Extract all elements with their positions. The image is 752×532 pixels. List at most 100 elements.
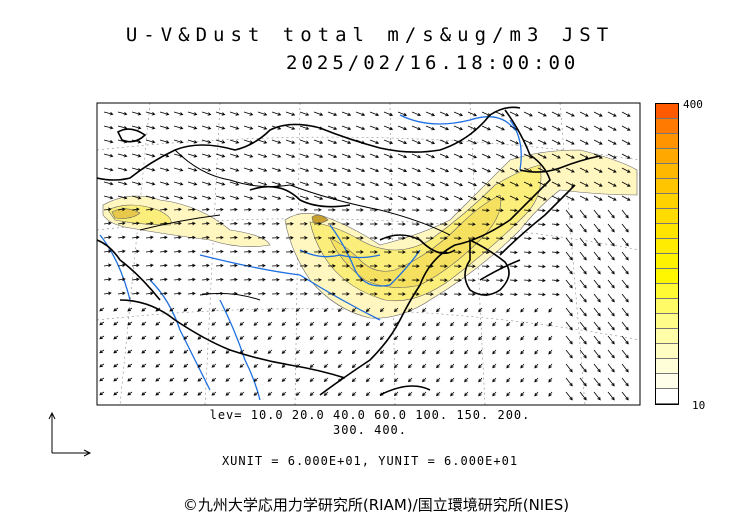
wind-arrow bbox=[621, 167, 631, 173]
wind-arrow bbox=[506, 377, 511, 383]
wind-arrow bbox=[253, 335, 259, 340]
wind-arrow bbox=[379, 321, 385, 327]
wind-arrow bbox=[481, 222, 490, 227]
wind-arrow bbox=[243, 235, 252, 240]
wind-arrow bbox=[313, 250, 322, 254]
wind-arrow bbox=[257, 111, 268, 116]
wind-arrow bbox=[103, 111, 114, 116]
wind-arrow bbox=[285, 264, 294, 268]
wind-arrow bbox=[397, 139, 408, 145]
wind-arrow bbox=[537, 208, 546, 213]
wind-arrow bbox=[169, 307, 175, 312]
wind-arrow bbox=[173, 125, 184, 130]
wind-arrow bbox=[127, 335, 133, 340]
wind-arrow bbox=[187, 207, 196, 212]
wind-arrow bbox=[453, 292, 462, 296]
wind-arrow bbox=[621, 363, 629, 373]
wind-arrow bbox=[397, 167, 408, 173]
wind-arrow bbox=[537, 236, 546, 241]
wind-arrow bbox=[439, 111, 450, 117]
wind-arrow bbox=[607, 265, 615, 275]
wind-arrow bbox=[187, 139, 198, 144]
wind-arrow bbox=[439, 236, 448, 240]
wind-arrow bbox=[337, 349, 343, 355]
wind-arrow bbox=[309, 377, 315, 382]
wind-arrow bbox=[467, 292, 476, 297]
wind-arrow bbox=[607, 349, 615, 359]
wind-arrow bbox=[141, 377, 147, 382]
coastlines bbox=[97, 106, 601, 396]
wind-arrow bbox=[299, 222, 308, 226]
wind-arrow bbox=[267, 363, 273, 368]
wind-arrow bbox=[141, 321, 147, 326]
wind-arrow bbox=[281, 363, 287, 368]
wind-arrow bbox=[197, 363, 203, 368]
wind-arrow bbox=[187, 291, 196, 296]
wind-arrow bbox=[621, 223, 629, 233]
wind-arrow bbox=[397, 222, 406, 226]
wind-arrow bbox=[215, 207, 224, 212]
wind-arrow bbox=[551, 264, 560, 269]
wind-arrow bbox=[593, 139, 603, 145]
wind-arrow bbox=[159, 167, 170, 172]
wind-arrow bbox=[565, 153, 575, 159]
wind-arrow bbox=[281, 307, 287, 312]
wind-arrow bbox=[155, 391, 161, 396]
wind-arrow bbox=[113, 377, 119, 382]
wind-arrow bbox=[579, 237, 587, 247]
wind-arrow bbox=[351, 307, 357, 313]
wind-arrow bbox=[341, 139, 352, 144]
wind-arrow bbox=[229, 153, 240, 158]
wind-arrow bbox=[103, 291, 112, 296]
wind-arrow bbox=[495, 181, 505, 187]
wind-arrow bbox=[551, 250, 560, 255]
wind-arrow bbox=[145, 167, 156, 172]
wind-arrow bbox=[141, 307, 147, 312]
wind-arrow bbox=[159, 235, 168, 240]
wind-arrow bbox=[607, 293, 615, 303]
wind-arrow bbox=[495, 139, 505, 145]
wind-arrow bbox=[411, 139, 422, 145]
wind-arrow bbox=[337, 377, 343, 383]
wind-arrow bbox=[548, 363, 553, 369]
wind-arrow bbox=[187, 167, 198, 172]
wind-arrow bbox=[183, 321, 189, 326]
wind-arrow bbox=[593, 125, 603, 131]
wind-arrow bbox=[103, 181, 114, 186]
wind-arrow bbox=[113, 349, 119, 354]
wind-arrow bbox=[309, 335, 315, 340]
wind-arrow bbox=[131, 195, 142, 200]
wind-arrow bbox=[215, 181, 226, 186]
wind-arrow bbox=[351, 335, 357, 341]
wind-arrow bbox=[355, 278, 364, 282]
wind-arrow bbox=[243, 125, 254, 130]
wind-arrow bbox=[113, 335, 119, 340]
wind-arrow bbox=[436, 363, 441, 369]
wind-arrow bbox=[155, 363, 161, 368]
wind-arrow bbox=[243, 195, 254, 200]
wind-arrow bbox=[211, 307, 217, 312]
wind-arrow bbox=[355, 181, 366, 187]
wind-arrow bbox=[534, 377, 539, 383]
wind-arrow bbox=[225, 321, 231, 326]
wind-arrow bbox=[579, 195, 589, 201]
colorbar-swatch bbox=[656, 329, 678, 344]
wind-arrow bbox=[271, 235, 280, 240]
wind-arrow bbox=[299, 236, 308, 240]
wind-arrow bbox=[593, 363, 601, 373]
wind-arrow bbox=[607, 279, 615, 289]
wind-arrow bbox=[370, 278, 378, 282]
wind-arrow bbox=[355, 125, 366, 131]
wind-arrow bbox=[271, 153, 282, 158]
wind-arrow bbox=[509, 250, 518, 255]
wind-arrow bbox=[411, 208, 420, 212]
wind-arrow bbox=[422, 363, 427, 369]
wind-arrow bbox=[145, 263, 154, 268]
concentration-colorbar bbox=[655, 103, 679, 405]
wind-arrow bbox=[593, 307, 601, 317]
wind-arrow bbox=[523, 167, 533, 173]
wind-arrow bbox=[309, 363, 315, 368]
wind-arrow bbox=[379, 335, 385, 341]
wind-arrow bbox=[379, 391, 385, 397]
wind-arrow bbox=[131, 139, 142, 144]
